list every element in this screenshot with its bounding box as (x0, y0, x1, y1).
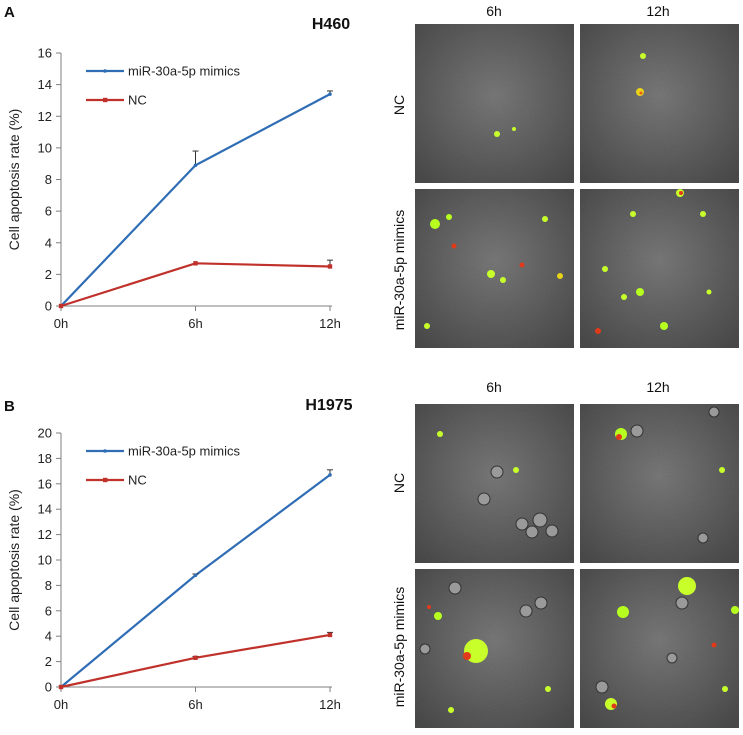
y-tick-label: 12 (38, 109, 52, 124)
data-point (327, 264, 333, 269)
series-line-mimics (60, 474, 331, 688)
x-tick-label: 6h (188, 316, 202, 331)
y-tick-label: 16 (38, 476, 52, 491)
x-tick-label: 12h (319, 697, 341, 712)
data-point (193, 573, 198, 578)
legend-label: NC (128, 93, 147, 108)
y-tick-label: 6 (45, 603, 52, 618)
y-tick-label: 0 (45, 299, 52, 314)
y-tick-label: 4 (45, 629, 52, 644)
chart-a-h460: H460 Cell apoptosis rate (%) 0 2 4 6 8 10 12 14 16… (6, 16, 350, 331)
micrograph-b-nc-6h (415, 404, 574, 563)
micro-a-col-12h: 12h (646, 3, 669, 19)
legend-label: miR-30a-5p mimics (128, 64, 240, 79)
micrograph-grid-a: 6h 12h NC miR-30a-5p mimics (391, 3, 739, 348)
data-point (193, 655, 198, 660)
micrograph-b-mimics-6h (415, 569, 574, 728)
y-tick-label: 14 (38, 502, 52, 517)
x-tick-label: 0h (54, 697, 68, 712)
chart-b-h1975: H1975 Cell apoptosis rate (%) 0 2 4 6 8 10 12 14 1… (6, 397, 353, 712)
legend-marker (103, 477, 108, 483)
micro-b-col-6h: 6h (486, 379, 502, 395)
data-point (327, 632, 333, 638)
micro-b-col-12h: 12h (646, 379, 669, 395)
y-axis-label: Cell apoptosis rate (%) (6, 109, 22, 251)
data-point (193, 261, 198, 266)
data-point (328, 92, 332, 96)
legend-marker (103, 69, 107, 73)
x-tick-label: 6h (188, 697, 202, 712)
micrograph-grid-b: 6h 12h NC miR-30a-5p mimics (391, 379, 739, 728)
x-tick-label: 12h (319, 316, 341, 331)
y-tick-label: 0 (45, 680, 52, 695)
y-tick-label: 2 (45, 267, 52, 282)
y-tick-label: 2 (45, 654, 52, 669)
data-point (58, 684, 64, 690)
series-line-mimics (60, 93, 331, 307)
y-tick-label: 4 (45, 235, 52, 250)
micrograph-b-mimics-12h (580, 569, 739, 728)
micro-a-row-mimics: miR-30a-5p mimics (391, 210, 407, 331)
y-tick-label: 10 (38, 553, 52, 568)
micrograph-a-nc-12h (580, 24, 739, 183)
micro-b-row-nc: NC (391, 473, 407, 493)
micrograph-a-mimics-6h (415, 189, 574, 348)
micro-a-row-nc: NC (391, 95, 407, 115)
panel-letter-b: B (4, 398, 15, 415)
y-axis-label: Cell apoptosis rate (%) (6, 489, 22, 631)
series-line-nc (60, 262, 331, 308)
micrograph-b-nc-12h (580, 404, 739, 563)
y-tick-label: 20 (38, 426, 52, 441)
y-tick-label: 8 (45, 578, 52, 593)
y-tick-label: 18 (38, 451, 52, 466)
legend-label: NC (128, 473, 147, 488)
panel-letter-a: A (4, 4, 15, 21)
legend-label: miR-30a-5p mimics (128, 444, 240, 459)
data-point (328, 473, 332, 477)
legend-marker (103, 449, 107, 453)
chart-title: H1975 (305, 397, 352, 414)
data-point (58, 303, 64, 309)
y-tick-label: 6 (45, 204, 52, 219)
chart-title: H460 (312, 16, 350, 33)
micrograph-a-nc-6h (415, 24, 574, 183)
micro-b-row-mimics: miR-30a-5p mimics (391, 587, 407, 708)
data-point (193, 163, 198, 168)
micrograph-a-mimics-12h (580, 189, 739, 348)
y-tick-label: 10 (38, 140, 52, 155)
legend-marker (103, 97, 108, 103)
y-tick-label: 8 (45, 172, 52, 187)
series-line-nc (60, 633, 331, 689)
micro-a-col-6h: 6h (486, 3, 502, 19)
x-tick-label: 0h (54, 316, 68, 331)
y-tick-label: 16 (38, 46, 52, 61)
y-tick-label: 14 (38, 77, 52, 92)
y-tick-label: 12 (38, 527, 52, 542)
